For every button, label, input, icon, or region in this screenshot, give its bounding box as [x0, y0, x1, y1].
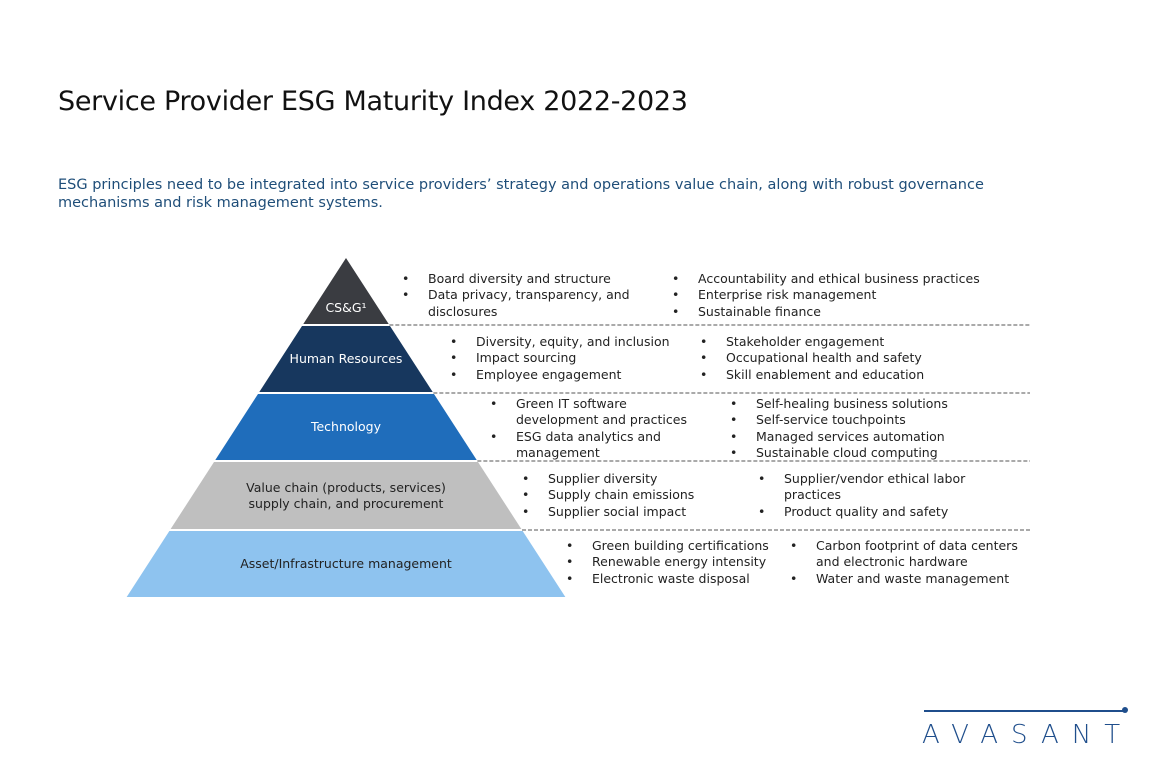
pyramid-tier-csg [303, 258, 389, 324]
bullet-item: Accountability and ethical business prac… [670, 271, 1020, 288]
bullets-col2-csg: Accountability and ethical business prac… [670, 271, 1020, 320]
bullet-item: Managed services automation [728, 429, 988, 446]
bullet-item: Occupational health and safety [698, 350, 998, 367]
bullet-item: Electronic waste disposal [564, 571, 794, 588]
pyramid-tier-value-chain [170, 462, 522, 529]
bullet-item: Supplier diversity [520, 471, 720, 488]
bullets-col2-asset-infrastructure: Carbon footprint of data centers and ele… [788, 538, 1038, 587]
bullets-col1-csg: Board diversity and structureData privac… [400, 271, 640, 320]
bullet-item: Data privacy, transparency, and disclosu… [400, 287, 640, 320]
bullet-item: Renewable energy intensity [564, 554, 794, 571]
bullets-col1-value-chain: Supplier diversitySupply chain emissions… [520, 471, 720, 520]
pyramid-tier-asset-infrastructure [126, 531, 566, 597]
bullet-item: Employee engagement [448, 367, 678, 384]
bullet-item: Green building certifications [564, 538, 794, 555]
bullet-item: Supply chain emissions [520, 487, 720, 504]
bullet-item: Board diversity and structure [400, 271, 640, 288]
tier-label-asset-infrastructure: Asset/Infrastructure management [240, 556, 452, 571]
tier-label-csg: CS&G¹ [325, 299, 367, 315]
logo-line [924, 710, 1124, 712]
bullet-item: Self-healing business solutions [728, 396, 988, 413]
tier-label-human-resources: Human Resources [289, 351, 403, 366]
logo-dot [1122, 707, 1128, 713]
bullet-item: Diversity, equity, and inclusion [448, 334, 678, 351]
bullet-item: Impact sourcing [448, 350, 678, 367]
bullet-item: Supplier social impact [520, 504, 720, 521]
bullet-item: Water and waste management [788, 571, 1038, 588]
bullets-col1-asset-infrastructure: Green building certificationsRenewable e… [564, 538, 794, 587]
bullets-col2-value-chain: Supplier/vendor ethical labor practicesP… [756, 471, 976, 520]
bullet-item: Green IT software development and practi… [488, 396, 708, 429]
page-title: Service Provider ESG Maturity Index 2022… [58, 86, 688, 117]
bullet-item: Carbon footprint of data centers and ele… [788, 538, 1038, 571]
bullet-item: Sustainable cloud computing [728, 445, 988, 462]
bullet-item: ESG data analytics and management [488, 429, 708, 462]
bullets-col2-human-resources: Stakeholder engagementOccupational healt… [698, 334, 998, 383]
bullet-item: Enterprise risk management [670, 287, 1020, 304]
bullet-item: Product quality and safety [756, 504, 976, 521]
logo-text: AVASANT [922, 720, 1134, 750]
bullets-col1-human-resources: Diversity, equity, and inclusionImpact s… [448, 334, 678, 383]
bullet-item: Skill enablement and education [698, 367, 998, 384]
bullet-item: Sustainable finance [670, 304, 1020, 321]
pyramid-tier-technology [215, 394, 477, 460]
page-subtitle: ESG principles need to be integrated int… [58, 177, 984, 211]
bullet-item: Supplier/vendor ethical labor practices [756, 471, 976, 504]
bullets-col1-technology: Green IT software development and practi… [488, 396, 708, 461]
pyramid-tier-human-resources [259, 326, 433, 392]
avasant-logo: AVASANT [920, 704, 1130, 754]
tier-label-technology: Technology [310, 419, 382, 434]
tier-label-value-chain: Value chain (products, services) supply … [246, 479, 446, 511]
bullet-item: Stakeholder engagement [698, 334, 998, 351]
bullet-item: Self-service touchpoints [728, 412, 988, 429]
bullets-col2-technology: Self-healing business solutionsSelf-serv… [728, 396, 988, 461]
